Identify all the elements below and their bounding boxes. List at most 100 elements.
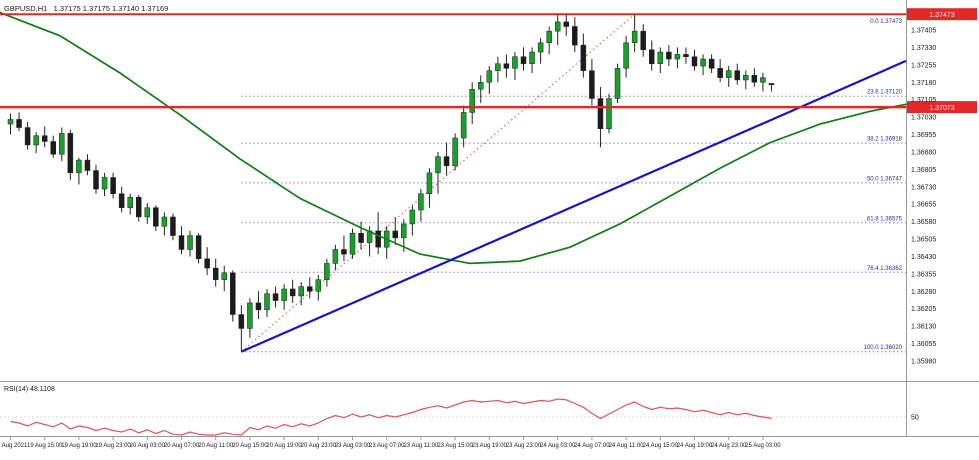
rsi-indicator-label: RSI(14) 48.1108	[4, 386, 55, 393]
price-axis-label: 1.36130	[911, 324, 936, 331]
price-axis-label: 1.36880	[911, 149, 936, 156]
time-axis-label: 23 Aug 11:00	[403, 443, 439, 449]
candle	[298, 282, 304, 306]
candle	[41, 126, 48, 148]
candle	[683, 47, 689, 64]
time-axis-label: 23 Aug 23:00	[506, 443, 542, 449]
candle	[230, 270, 236, 322]
candle	[725, 66, 732, 87]
candle	[307, 277, 313, 299]
price-axis-label: 1.36655	[911, 202, 936, 209]
candle	[392, 216, 398, 245]
fib-diagonal-line[interactable]	[240, 13, 636, 353]
candle	[597, 86, 604, 148]
candle	[495, 56, 501, 83]
candle	[435, 151, 441, 194]
fib-level-label: 0.0 1.37473	[870, 19, 902, 25]
candle	[341, 235, 347, 262]
time-axis-label: 19 Aug 15:00	[27, 443, 63, 449]
candle	[383, 226, 390, 259]
time-axis-label: 23 Aug 03:00	[335, 443, 371, 449]
candle	[700, 54, 706, 76]
candle	[358, 221, 364, 250]
candle	[460, 105, 467, 148]
support-hline[interactable]: 1.37073	[0, 101, 977, 114]
svg-text:1.37073: 1.37073	[929, 105, 954, 112]
time-axis-label: 19 Aug 19:00	[61, 443, 97, 449]
candle	[554, 14, 561, 46]
price-axis-label: 1.37030	[911, 115, 936, 122]
candle	[768, 83, 775, 92]
candle	[708, 54, 715, 73]
candle	[221, 265, 227, 292]
price-axis-label: 1.37405	[911, 28, 936, 35]
time-axis-label: 24 Aug 19:00	[677, 443, 713, 449]
time-axis-label: 20 Aug 19:00	[266, 443, 302, 449]
candle	[324, 258, 330, 287]
candle	[67, 129, 74, 180]
candle	[743, 70, 749, 90]
candle	[84, 154, 91, 176]
candle	[136, 194, 142, 222]
candle	[187, 230, 193, 257]
price-axis-label: 1.36430	[911, 254, 936, 261]
candle	[589, 59, 595, 106]
time-axis-label: 20 Aug 23:00	[301, 443, 337, 449]
symbol-ohlc-readout: GBPUSD,H1 1.37175 1.37175 1.37140 1.3716…	[4, 4, 169, 13]
resistance-hline[interactable]: 1.37473	[0, 8, 977, 21]
candle	[572, 17, 578, 53]
trendline-object[interactable]	[240, 59, 907, 353]
candle	[529, 47, 535, 73]
candle	[238, 305, 245, 352]
candle	[452, 133, 458, 171]
candle	[486, 66, 493, 94]
candle	[93, 164, 99, 194]
price-axis-label: 1.36730	[911, 184, 936, 191]
candle	[170, 213, 176, 241]
price-axis-label: 1.35980	[911, 358, 936, 365]
fib-level-label: 50.0 1.36747	[867, 176, 903, 182]
fib-level-label: 76.4 1.36362	[867, 266, 903, 272]
candle	[691, 49, 698, 71]
candle	[7, 113, 14, 135]
candle	[76, 157, 82, 185]
candle	[751, 68, 758, 87]
price-axis-label: 1.37105	[911, 97, 936, 104]
candle	[478, 75, 484, 104]
candle	[50, 135, 56, 158]
pane-frame	[0, 0, 979, 437]
candle	[640, 24, 646, 57]
candle	[315, 275, 322, 301]
candle	[127, 193, 133, 215]
rsi-line	[10, 398, 772, 436]
candle	[443, 142, 450, 176]
time-axis-label: 24 Aug 03:00	[540, 443, 576, 449]
candle	[409, 205, 416, 236]
time-axis-label: 20 Aug 03:00	[130, 443, 166, 449]
fib-retracement-object[interactable]: 0.0 1.37473 23.6 1.37120 38.2 1.36918 50.0 …	[240, 13, 906, 353]
candle	[606, 93, 612, 134]
candle	[537, 38, 544, 64]
candle	[546, 26, 552, 55]
candle	[24, 121, 31, 150]
candle	[760, 72, 766, 92]
candle	[649, 40, 655, 71]
price-axis-label: 1.37330	[911, 45, 936, 52]
time-axis-label: 23 Aug 07:00	[369, 443, 405, 449]
time-axis-label: 25 Aug 03:00	[745, 443, 781, 449]
candle	[520, 47, 527, 71]
candle	[195, 233, 202, 264]
candle	[255, 291, 262, 320]
candle	[178, 226, 185, 255]
price-axis-label: 1.36955	[911, 132, 936, 139]
price-axis-label: 1.36205	[911, 306, 936, 313]
candle	[161, 212, 168, 236]
candle	[674, 47, 681, 69]
candle	[580, 33, 587, 78]
time-axis-label: 24 Aug 15:00	[643, 443, 679, 449]
candle	[734, 63, 740, 85]
candle	[631, 14, 638, 53]
